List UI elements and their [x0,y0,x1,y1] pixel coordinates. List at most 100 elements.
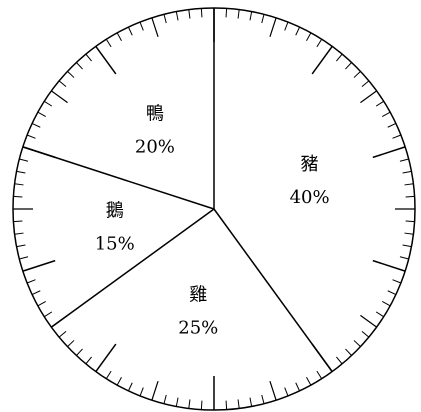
dial-tick [361,80,370,87]
dial-tick [269,380,277,401]
dial-tick [16,170,26,174]
dial-tick [85,53,92,62]
dial-tick [372,259,406,272]
dial-tick [67,71,75,78]
dial-tick [31,122,41,128]
dial-tick [95,45,117,75]
dial-tick [163,14,167,24]
dial-tick [31,290,41,296]
dial-tick [399,158,409,162]
dial-tick [392,279,402,284]
dial-tick [345,62,352,70]
dial-tick [399,256,409,260]
dial-tick [405,195,415,198]
dial-tick [200,8,203,18]
dial-tick [392,134,402,139]
dial-tick [361,331,370,338]
dial-tick [375,311,384,318]
dial-tick [316,39,323,48]
dial-tick [402,170,412,174]
slice-divider [50,208,215,328]
dial-tick [58,80,67,87]
dial-tick [105,370,112,379]
slice-percent-label: 25% [178,317,218,338]
slice-percent-label: 40% [290,187,330,208]
dial-tick [67,340,75,347]
dial-tick [175,397,179,407]
dial-tick [306,32,312,41]
dial-tick [37,301,46,307]
dial-tick [22,259,56,272]
dial-tick [51,90,68,104]
dial-tick [382,111,391,117]
dial-tick [295,26,301,36]
dial-tick [360,90,377,104]
dial-tick [316,370,323,379]
dial-tick [249,11,253,21]
dial-tick [353,71,361,78]
dial-tick [19,158,29,162]
dial-tick [127,26,133,36]
dial-tick [76,62,83,70]
dial-tick [336,53,343,62]
slice-labels: 豬 40% 雞 25% 鵝 15% 鴨 20% [95,104,330,339]
dial-tick [85,356,92,365]
pie-outline [12,7,416,411]
slice-divider [213,208,333,373]
dial-tick [249,397,253,407]
dial-tick [14,183,24,186]
dial-tick [105,39,112,48]
dial-tick [405,220,415,223]
dial-tick [402,244,412,248]
slice-divider [22,146,215,210]
slice-name-label: 鴨 [146,104,164,125]
dial-tick [26,134,36,139]
dial-tick [237,9,240,19]
dial-tick [353,340,361,347]
dial-tick [26,279,36,284]
dial-tick [360,314,377,328]
dial-tick [37,111,46,117]
dial-tick [311,45,333,75]
dial-tick [336,356,343,365]
dial-tick [76,348,83,356]
dial-tick [175,11,179,21]
dial-tick [284,387,289,397]
dial-tick [404,232,414,235]
dial-tick [372,146,406,159]
dial-tick [225,8,228,18]
dial-tick [95,343,117,373]
dial-tick [237,399,240,409]
slice-dividers [22,8,333,373]
dial-tick [14,232,24,235]
dial-tick [19,256,29,260]
dial-tick [13,220,23,223]
dial-tick [151,17,159,38]
dial-tick [345,348,352,356]
dial-tick [200,400,203,410]
dial-tick [225,400,228,410]
dial-tick [404,183,414,186]
dial-tick [44,100,53,107]
dial-tick [387,122,397,128]
dial-tick [188,9,191,19]
dial-tick [139,21,144,31]
dial-tick [295,382,301,392]
dial-tick [44,311,53,318]
slice-name-label: 雞 [189,284,207,305]
dial-tick [188,399,191,409]
dial-tick [16,244,26,248]
dial-tick [387,290,397,296]
dial-tick [163,394,167,404]
dial-tick [139,387,144,397]
slice-percent-label: 20% [135,137,175,158]
dial-tick [375,100,384,107]
dial-tick [306,377,312,386]
dial-tick [261,394,265,404]
dial-tick [382,301,391,307]
dial-tick [116,32,122,41]
dial-tick [58,331,67,338]
slice-name-label: 豬 [301,154,319,175]
dial-tick [13,195,23,198]
